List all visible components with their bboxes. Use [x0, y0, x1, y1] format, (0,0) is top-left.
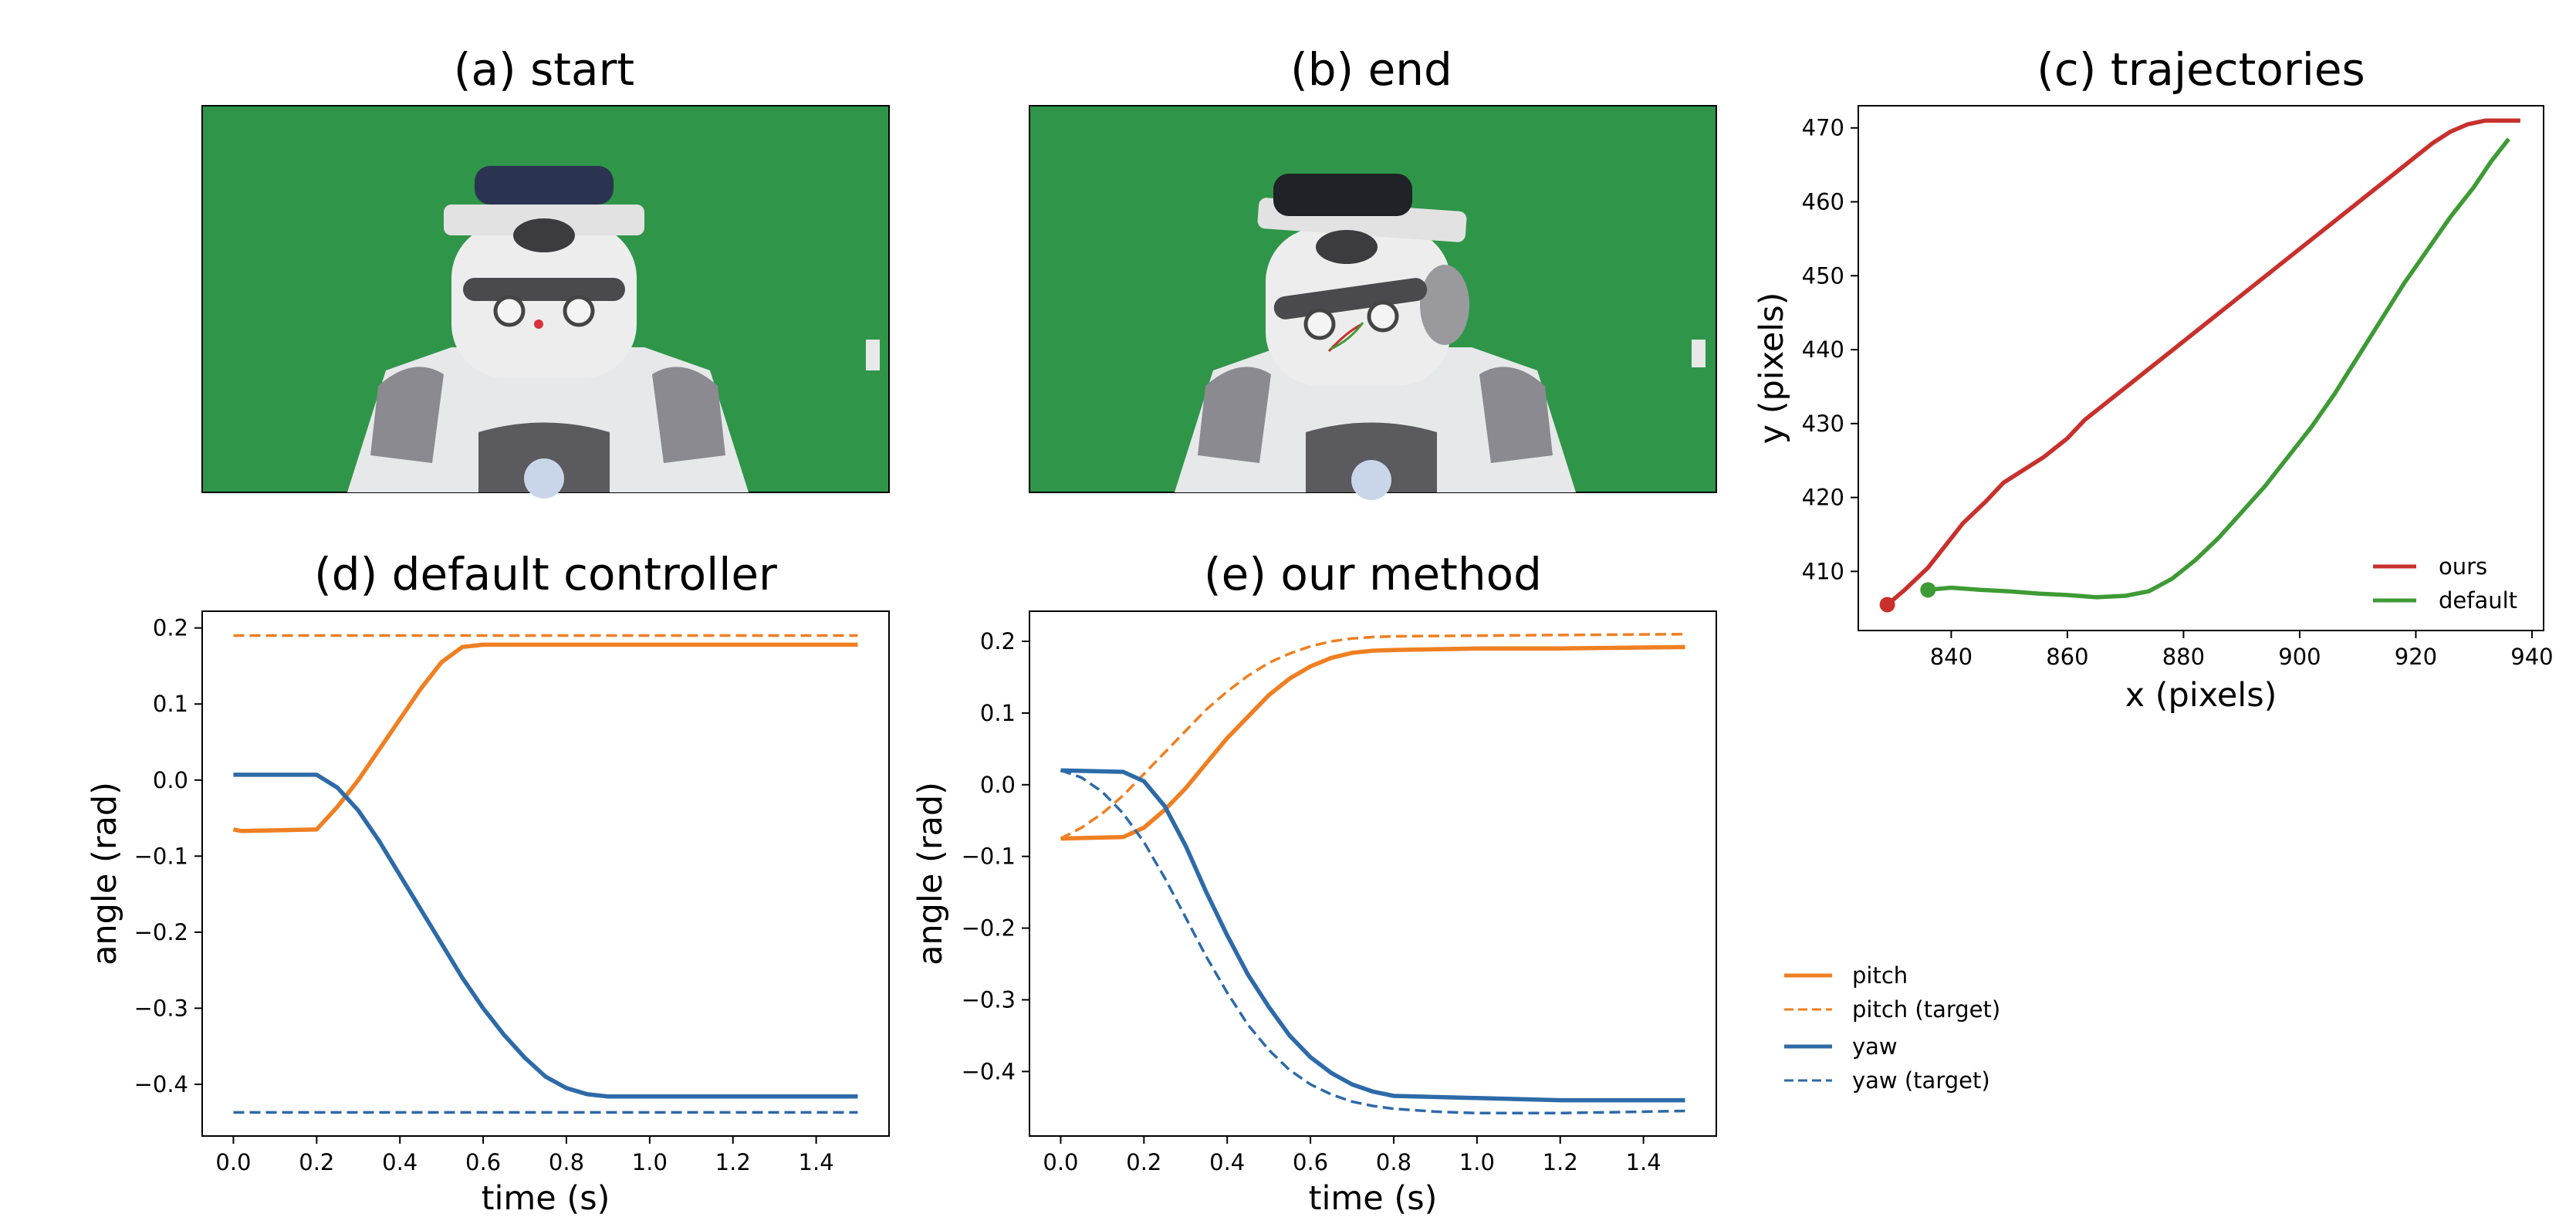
panel-d-frame	[201, 610, 890, 1137]
series-yaw-line	[1060, 768, 1685, 1103]
y-tick-label: −0.1	[134, 843, 188, 869]
y-tick-label: −0.3	[134, 995, 188, 1021]
series-ours-line	[1885, 118, 2520, 607]
x-tick-label: 0.6	[1293, 1149, 1328, 1175]
y-tick-label: 0.2	[153, 615, 188, 641]
series-default-start-marker	[1920, 582, 1936, 598]
y-tick-label: 470	[1802, 115, 1844, 141]
y-tick-label: −0.2	[962, 915, 1016, 942]
legend-default-label: default	[2439, 587, 2517, 614]
panel-d-plot: 0.0 0.2 0.4 0.6 0.8 1.0 1.2 1.4 0.2 0.1 0.0 −0.1 −0.…	[134, 615, 858, 1175]
panel-c-ylabel: y (pixels)	[1753, 292, 1791, 445]
panel-c-title: (c) trajectories	[2037, 43, 2365, 96]
x-tick-label: 920	[2395, 644, 2437, 670]
y-tick-label: 0.1	[153, 691, 188, 717]
legend-yaw-target-label: yaw (target)	[1852, 1067, 1990, 1094]
panel-c-legend: ours default	[2373, 553, 2517, 614]
shared-legend: pitch pitch (target) yaw yaw (target)	[1784, 962, 2000, 1094]
robot-end-image	[1175, 174, 1706, 500]
panel-b-photo	[1029, 105, 1717, 500]
legend-ours-label: ours	[2439, 553, 2487, 580]
panel-d-xlabel: time (s)	[482, 1179, 610, 1218]
x-tick-label: 0.6	[465, 1149, 501, 1175]
y-tick-label: −0.4	[962, 1058, 1016, 1084]
y-tick-label: 430	[1802, 411, 1844, 437]
panel-c-xlabel: x (pixels)	[2125, 676, 2277, 715]
x-tick-label: 0.2	[299, 1149, 334, 1175]
panel-c-plot: 840 860 880 900 920 940 410 420 430 440 450 460 470	[1802, 115, 2554, 670]
y-tick-label: 0.0	[153, 767, 188, 793]
panel-e-plot: 0.0 0.2 0.4 0.6 0.8 1.0 1.2 1.4 0.2 0.1 0.0 −0.1 −0.…	[962, 628, 1685, 1175]
x-tick-label: 1.4	[799, 1149, 834, 1175]
y-tick-label: 450	[1802, 262, 1844, 289]
panel-b-title: (b) end	[1290, 43, 1452, 96]
panel-e-ylabel: angle (rad)	[911, 782, 950, 965]
series-ours-start-marker	[1879, 597, 1895, 613]
x-tick-label: 840	[1930, 644, 1973, 670]
series-pitch-line	[1060, 644, 1685, 841]
y-tick-label: 0.0	[980, 772, 1016, 798]
legend-pitch-target-label: pitch (target)	[1852, 996, 2000, 1023]
y-tick-label: 420	[1802, 485, 1844, 511]
x-tick-label: 0.4	[1209, 1149, 1245, 1175]
panel-e-xlabel: time (s)	[1309, 1179, 1438, 1218]
panel-e-title: (e) our method	[1204, 548, 1542, 600]
x-tick-label: 0.8	[549, 1149, 584, 1175]
series-yaw-line	[233, 773, 858, 1099]
y-tick-label: −0.2	[134, 919, 188, 945]
series-default-line	[1928, 137, 2510, 600]
series-pitch-line	[232, 642, 858, 833]
x-tick-label: 900	[2278, 644, 2321, 670]
x-tick-label: 1.2	[1543, 1149, 1578, 1175]
legend-pitch-label: pitch	[1852, 962, 1908, 989]
y-tick-label: −0.3	[962, 986, 1016, 1013]
y-tick-label: 0.2	[980, 628, 1016, 654]
y-tick-label: 410	[1802, 558, 1844, 584]
x-tick-label: 0.0	[215, 1149, 251, 1175]
x-tick-label: 860	[2046, 644, 2088, 670]
y-tick-label: −0.4	[134, 1071, 188, 1097]
x-tick-label: 1.2	[715, 1149, 751, 1175]
panel-d-title: (d) default controller	[314, 548, 777, 600]
y-tick-label: 460	[1802, 189, 1844, 215]
y-tick-label: 440	[1802, 336, 1844, 363]
panel-a-title: (a) start	[454, 43, 634, 96]
panel-d-ylabel: angle (rad)	[86, 782, 124, 965]
y-tick-label: 0.1	[980, 700, 1016, 726]
x-tick-label: 0.8	[1376, 1149, 1411, 1175]
panel-e-frame	[1029, 610, 1717, 1137]
x-tick-label: 1.4	[1626, 1149, 1662, 1175]
x-tick-label: 880	[2162, 644, 2205, 670]
series-yaw-target-line	[1060, 769, 1685, 1115]
y-tick-label: −0.1	[962, 844, 1016, 870]
x-tick-label: 0.0	[1043, 1149, 1078, 1175]
robot-start-image	[347, 166, 880, 499]
series-pitch-target-line	[1060, 632, 1685, 840]
x-tick-label: 940	[2510, 644, 2553, 670]
panel-c-frame	[1858, 105, 2544, 631]
x-tick-label: 1.0	[632, 1149, 668, 1175]
panel-a-photo	[201, 105, 890, 499]
legend-yaw-label: yaw	[1852, 1033, 1898, 1060]
x-tick-label: 0.2	[1126, 1149, 1161, 1175]
x-tick-label: 0.4	[382, 1149, 418, 1175]
x-tick-label: 1.0	[1459, 1149, 1495, 1175]
